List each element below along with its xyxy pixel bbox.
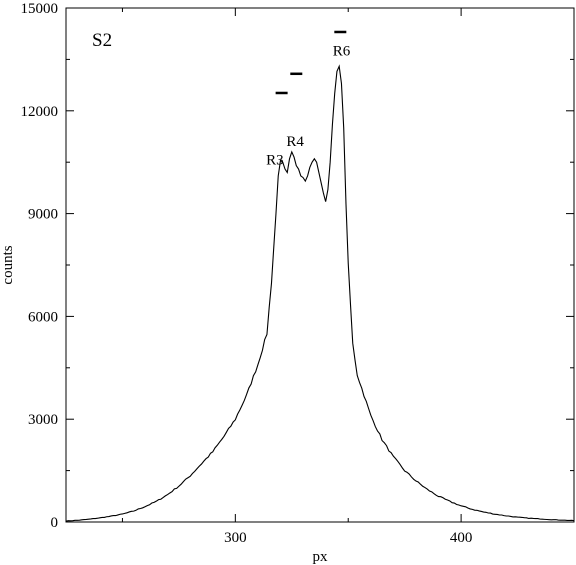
x-tick-label: 400 <box>450 530 473 546</box>
y-tick-label: 3000 <box>28 412 58 428</box>
plot-frame <box>65 7 575 523</box>
y-tick-label: 15000 <box>21 1 59 17</box>
peak-label: R4 <box>286 134 304 150</box>
panel-label: S2 <box>92 30 112 51</box>
series-layer <box>65 64 575 522</box>
peak-label: R3 <box>266 153 284 169</box>
peak-label: R6 <box>333 44 351 60</box>
y-tick-label: 6000 <box>28 309 58 325</box>
y-tick-label: 9000 <box>28 207 58 223</box>
y-tick-label: 0 <box>51 515 59 531</box>
y-axis: 0 3000 6000 9000 12000 15000 <box>21 1 574 531</box>
series-line <box>65 64 575 522</box>
y-axis-label: counts <box>0 245 16 284</box>
x-axis: 300 400 <box>121 8 575 546</box>
x-axis-label: px <box>313 549 329 565</box>
marker-layer <box>275 30 347 95</box>
y-tick-label: 12000 <box>21 104 59 120</box>
x-tick-label: 300 <box>224 530 247 546</box>
